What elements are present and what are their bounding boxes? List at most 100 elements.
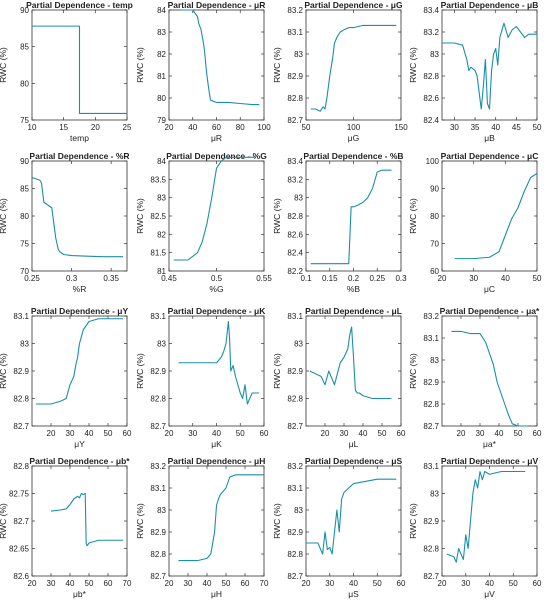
y-axis-label: RWC (%): [408, 47, 418, 83]
y-tick-label: 82.7: [287, 572, 303, 581]
y-tick-label: 82.9: [13, 367, 29, 376]
y-tick-label: 82.8: [13, 395, 29, 404]
x-tick-label: 60: [123, 429, 132, 438]
x-axis-label: μG: [348, 133, 360, 143]
y-tick-label: 83.1: [13, 312, 29, 321]
x-tick-label: 15: [59, 123, 68, 132]
series-line: [50, 492, 124, 547]
y-tick-label: 100: [426, 157, 440, 166]
y-tick-label: 82.7: [287, 422, 303, 431]
x-tick-label: 40: [359, 429, 368, 438]
y-tick-label: 83: [294, 194, 303, 203]
y-tick-label: 82.7: [423, 572, 439, 581]
y-tick-label: 70: [20, 267, 29, 276]
y-tick-label: 81.5: [150, 249, 166, 258]
axes-box: [305, 315, 402, 427]
x-tick-label: 30: [450, 123, 459, 132]
x-axis-label: μH: [211, 589, 222, 599]
y-tick-label: 83: [294, 50, 303, 59]
x-axis-label: μB: [484, 133, 495, 143]
x-tick-label: 60: [260, 429, 269, 438]
axes-box: [441, 315, 538, 427]
series-line: [310, 169, 392, 265]
x-tick-label: 20: [438, 579, 447, 588]
y-tick-label: 83.1: [287, 28, 303, 37]
subplot-title: Partial Dependence - μH: [168, 456, 266, 466]
y-tick-label: 83.2: [287, 6, 303, 15]
y-tick-label: 70: [430, 240, 439, 249]
x-tick-label: 70: [123, 579, 132, 588]
y-axis-label: RWC (%): [408, 198, 418, 234]
y-tick-label: 82.9: [287, 72, 303, 81]
y-axis-label: RWC (%): [408, 503, 418, 539]
y-tick-label: 83: [157, 28, 166, 37]
subplot-14: Partial Dependence - μH 20 30 40 50 60 70 82.7 8…: [135, 456, 269, 599]
x-tick-label: 0.2: [348, 274, 360, 283]
y-tick-label: 82.4: [287, 249, 303, 258]
subplot-1: Partial Dependence - temp 10 15 20 25 75 80 85 9…: [0, 0, 133, 143]
y-tick-label: 82.8: [150, 550, 166, 559]
y-tick-label: 82.8: [423, 400, 439, 409]
axes-box: [168, 315, 265, 427]
subplot-9: Partial Dependence - μY 20 30 40 50 60 82.7 82.…: [0, 306, 132, 449]
y-tick-label: 80: [430, 212, 439, 221]
y-tick-label: 82.8: [287, 550, 303, 559]
y-tick-label: 83: [430, 490, 439, 499]
x-tick-label: 0.3: [66, 274, 78, 283]
y-tick-label: 83.2: [423, 28, 439, 37]
y-tick-label: 80: [20, 79, 29, 88]
y-tick-label: 80: [20, 212, 29, 221]
y-tick-label: 82.9: [287, 528, 303, 537]
y-tick-label: 83.4: [287, 157, 303, 166]
y-tick-label: 82.7: [423, 422, 439, 431]
subplot-2: Partial Dependence - μR 20 40 60 80 100 79 80 81…: [135, 0, 271, 143]
y-tick-label: 82.8: [13, 462, 29, 471]
series-line: [442, 22, 537, 110]
y-tick-label: 60: [430, 267, 439, 276]
y-tick-label: 82.75: [9, 490, 30, 499]
y-tick-label: 83: [430, 50, 439, 59]
x-tick-label: 0.35: [103, 274, 119, 283]
subplot-title: Partial Dependence - temp: [26, 0, 133, 10]
y-tick-label: 82.9: [150, 528, 166, 537]
x-tick-label: 0.3: [395, 274, 407, 283]
y-tick-label: 80: [157, 94, 166, 103]
y-tick-label: 79: [157, 116, 166, 125]
x-tick-label: 150: [394, 123, 408, 132]
y-tick-label: 82.9: [150, 367, 166, 376]
x-tick-label: 20: [165, 123, 174, 132]
x-tick-label: 20: [438, 274, 447, 283]
axes-box: [168, 160, 265, 272]
x-axis-label: %R: [73, 284, 87, 294]
x-tick-label: 10: [28, 123, 37, 132]
x-tick-label: 20: [457, 429, 466, 438]
x-tick-label: 60: [104, 579, 113, 588]
y-tick-label: 84: [157, 157, 166, 166]
y-tick-label: 85: [20, 43, 29, 52]
x-axis-label: %G: [209, 284, 223, 294]
x-tick-label: 40: [501, 274, 510, 283]
y-tick-label: 83.5: [150, 175, 166, 184]
subplot-title: Partial Dependence - μY: [31, 306, 129, 316]
y-tick-label: 82.7: [150, 572, 166, 581]
y-axis-label: RWC (%): [0, 47, 8, 83]
y-axis-label: RWC (%): [0, 503, 8, 539]
y-tick-label: 83.1: [150, 312, 166, 321]
y-axis-label: RWC (%): [0, 198, 8, 234]
axes-box: [31, 160, 128, 272]
y-tick-label: 90: [20, 157, 29, 166]
x-tick-label: 40: [188, 123, 197, 132]
y-tick-label: 82.7: [287, 116, 303, 125]
x-axis-label: μL: [349, 439, 359, 449]
subplot-title: Partial Dependence - μR: [168, 0, 266, 10]
y-tick-label: 84: [157, 6, 166, 15]
subplot-title: Partial Dependence - %B: [303, 151, 403, 161]
y-tick-label: 83: [157, 340, 166, 349]
y-tick-label: 85: [20, 185, 29, 194]
x-tick-label: 30: [469, 274, 478, 283]
y-tick-label: 83.2: [423, 312, 439, 321]
subplot-title: Partial Dependence - μS: [305, 456, 403, 466]
subplot-title: Partial Dependence - μb*: [29, 456, 130, 466]
y-tick-label: 83.1: [287, 484, 303, 493]
